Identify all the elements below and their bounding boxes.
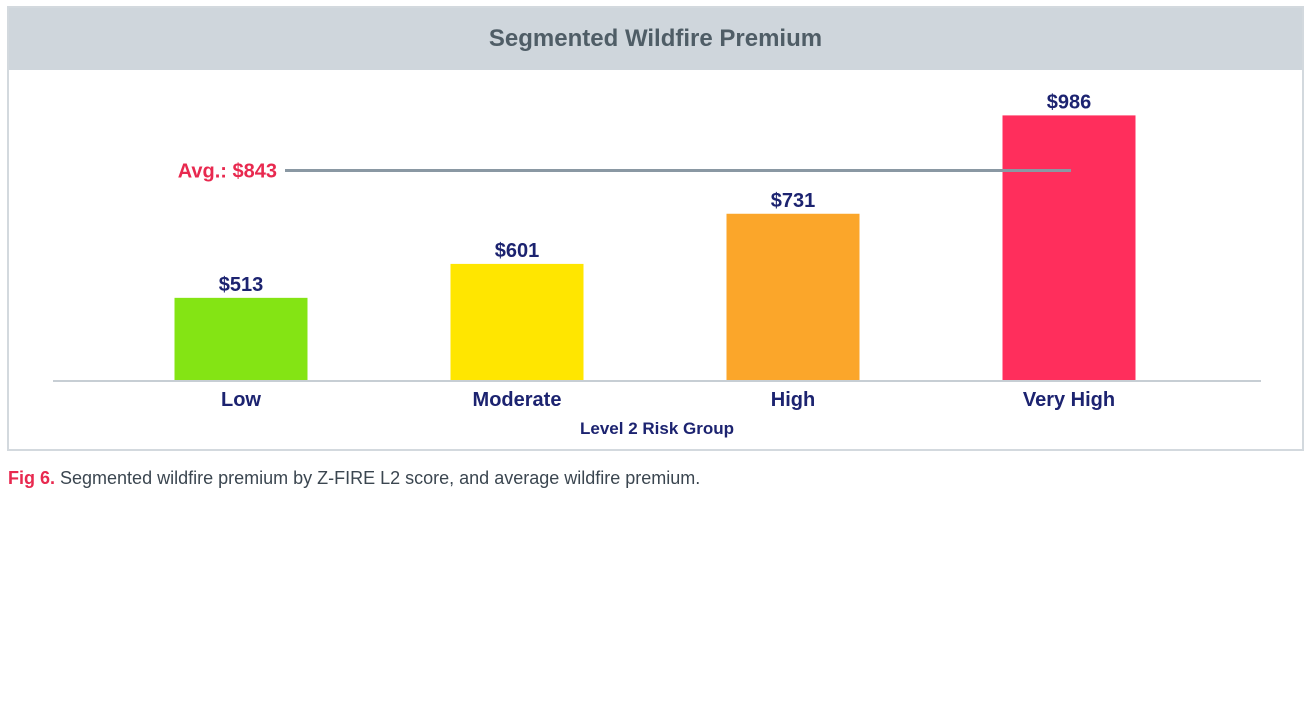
chart-title: Segmented Wildfire Premium — [488, 25, 823, 52]
caption-text: Segmented wildfire premium by Z-FIRE L2 … — [55, 468, 701, 488]
category-tick-label: High — [771, 389, 815, 411]
data-label: $731 — [771, 190, 816, 212]
x-axis-title: Level 2 Risk Group — [580, 419, 734, 438]
labels-layer: $513 Low $601 Moderate $731 High $986 Very High — [219, 91, 1115, 411]
bar-moderate — [450, 263, 584, 380]
average-label: Avg.: $843 — [178, 161, 277, 183]
bars-layer — [174, 115, 1136, 381]
figure-caption: Fig 6. Segmented wildfire premium by Z-F… — [8, 468, 700, 489]
chart-title-bar: Segmented Wildfire Premium — [9, 8, 1302, 70]
data-label: $513 — [219, 274, 264, 296]
data-label: $601 — [495, 240, 540, 262]
category-tick-label: Very High — [1023, 389, 1115, 411]
data-label: $986 — [1047, 91, 1092, 113]
bar-high — [726, 213, 860, 380]
bar-chart: Avg.: $843 $513 Low $601 Moderate $731 High $9… — [53, 91, 1261, 438]
caption-fig-label: Fig 6. — [8, 468, 56, 488]
category-tick-label: Low — [221, 389, 261, 411]
bar-very-high — [1002, 115, 1136, 381]
chart-figure: Segmented Wildfire Premium Avg.: $843 $5… — [7, 6, 1304, 451]
bar-low — [174, 297, 308, 380]
category-tick-label: Moderate — [473, 389, 562, 411]
